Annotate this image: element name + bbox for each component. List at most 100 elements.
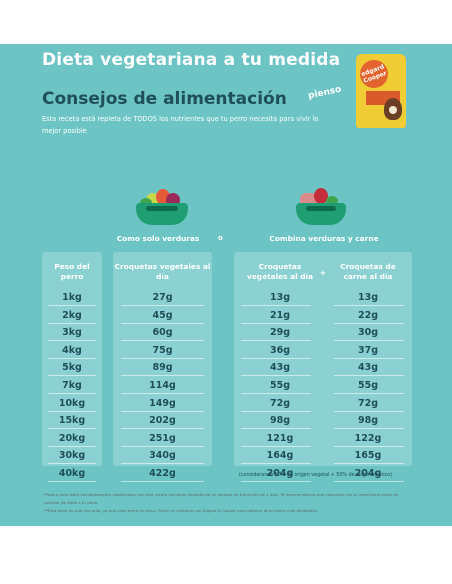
- brand-logo: edgard Cooper: [356, 56, 392, 92]
- weight-column: [42, 252, 102, 466]
- row-divider: [241, 463, 311, 465]
- table-cell-meat: 55g: [357, 380, 379, 391]
- table-cell-veg: 202g: [149, 415, 176, 427]
- row-divider: [48, 410, 96, 412]
- combo-title: Combina verduras y carne: [269, 234, 379, 243]
- description-text: Esta receta está repleta de TODOS los nu…: [42, 115, 319, 135]
- table-cell-veg: 114g: [149, 380, 176, 391]
- table-cell-combo-veg: 164g: [266, 450, 294, 462]
- table-cell-combo-veg: 98g: [269, 415, 291, 427]
- weight-header: Peso del perro: [54, 262, 90, 281]
- table-cell-combo-veg: 204g: [266, 468, 294, 479]
- table-cell-meat: 165g: [354, 450, 382, 462]
- table-cell-weight: 3kg: [62, 327, 82, 339]
- row-divider: [241, 393, 311, 394]
- table-cell-meat: 204g: [354, 468, 382, 479]
- table-cell-weight: 5kg: [62, 362, 82, 374]
- row-divider: [121, 322, 204, 324]
- row-divider: [334, 463, 404, 465]
- table-cell-weight: 7kg: [62, 380, 82, 391]
- row-divider: [121, 463, 204, 465]
- row-divider: [241, 445, 311, 447]
- row-divider: [48, 428, 96, 430]
- table-cell-veg: 89g: [152, 362, 173, 374]
- row-divider: [48, 445, 96, 447]
- row-divider: [48, 481, 96, 482]
- row-divider: [241, 305, 311, 306]
- table-cell-meat: 98g: [357, 415, 379, 427]
- combo-veg-header: Croquetas vegetales al día: [246, 262, 314, 281]
- or-separator: o: [218, 234, 223, 242]
- row-divider: [121, 393, 204, 394]
- page-title: Dieta vegetariana a tu medida: [42, 50, 341, 70]
- table-cell-weight: 15kg: [58, 415, 86, 427]
- combo-column: [234, 252, 412, 466]
- row-divider: [334, 481, 404, 482]
- table-cell-meat: 122g: [354, 432, 382, 444]
- table-cell-combo-veg: 72g: [269, 397, 291, 409]
- table-cell-meat: 72g: [357, 397, 379, 409]
- table-cell-veg: 45g: [152, 309, 173, 321]
- row-divider: [334, 393, 404, 394]
- table-cell-weight: 4kg: [62, 344, 82, 356]
- row-divider: [334, 375, 404, 377]
- table-cell-weight: 2kg: [62, 309, 82, 321]
- table-cell-veg: 149g: [149, 397, 176, 409]
- row-divider: [334, 357, 404, 359]
- table-cell-veg: 251g: [149, 432, 176, 444]
- table-cell-veg: 27g: [152, 292, 173, 303]
- table-cell-weight: 10kg: [58, 397, 86, 409]
- row-divider: [48, 340, 96, 342]
- table-cell-meat: 37g: [357, 344, 379, 356]
- row-divider: [121, 410, 204, 412]
- row-divider: [334, 428, 404, 430]
- table-cell-combo-veg: 36g: [269, 344, 291, 356]
- table-cell-weight: 40kg: [58, 468, 86, 479]
- row-divider: [241, 481, 311, 482]
- table-cell-weight: 20kg: [58, 432, 86, 444]
- row-divider: [334, 340, 404, 342]
- row-divider: [48, 305, 96, 306]
- row-divider: [334, 410, 404, 412]
- row-divider: [48, 375, 96, 377]
- row-divider: [241, 340, 311, 342]
- note-transition: *Pasa a esta dieta completamente vegetar…: [44, 492, 399, 505]
- row-divider: [241, 428, 311, 430]
- section-subtitle: Consejos de alimentación: [42, 89, 287, 109]
- row-divider: [121, 481, 204, 482]
- table-cell-veg: 340g: [149, 450, 176, 462]
- row-divider: [121, 340, 204, 342]
- row-divider: [241, 357, 311, 359]
- row-divider: [121, 375, 204, 377]
- dog-icon: [384, 98, 402, 120]
- table-cell-meat: 43g: [357, 362, 379, 374]
- row-divider: [48, 463, 96, 465]
- table-cell-meat: 22g: [357, 309, 379, 321]
- row-divider: [241, 322, 311, 324]
- ratio-footnote: (considerando 50% de origen vegetal + 50…: [239, 473, 393, 478]
- footnotes: *Pasa a esta dieta completamente vegetar…: [44, 491, 414, 515]
- table-cell-meat: 13g: [357, 292, 379, 303]
- note-guide: **Esta tabla es solo una guía, ya que ca…: [44, 508, 318, 513]
- row-divider: [241, 375, 311, 377]
- row-divider: [48, 357, 96, 359]
- table-cell-combo-veg: 21g: [269, 309, 291, 321]
- row-divider: [121, 357, 204, 359]
- table-cell-combo-veg: 43g: [269, 362, 291, 374]
- plus-sign: +: [319, 268, 327, 277]
- row-divider: [121, 305, 204, 306]
- table-cell-combo-veg: 121g: [266, 432, 294, 444]
- row-divider: [48, 393, 96, 394]
- row-divider: [334, 305, 404, 306]
- veg-column: [113, 252, 212, 466]
- table-cell-weight: 30kg: [58, 450, 86, 462]
- table-cell-combo-veg: 13g: [269, 292, 291, 303]
- table-cell-veg: 60g: [152, 327, 173, 339]
- veg-header: Croquetas vegetales al día: [114, 262, 211, 281]
- product-pack-image: edgard Cooper: [356, 54, 406, 128]
- table-cell-veg: 422g: [149, 468, 176, 479]
- row-divider: [48, 322, 96, 324]
- table-cell-combo-veg: 29g: [269, 327, 291, 339]
- row-divider: [334, 445, 404, 447]
- only-veg-title: Como solo verduras: [116, 234, 200, 243]
